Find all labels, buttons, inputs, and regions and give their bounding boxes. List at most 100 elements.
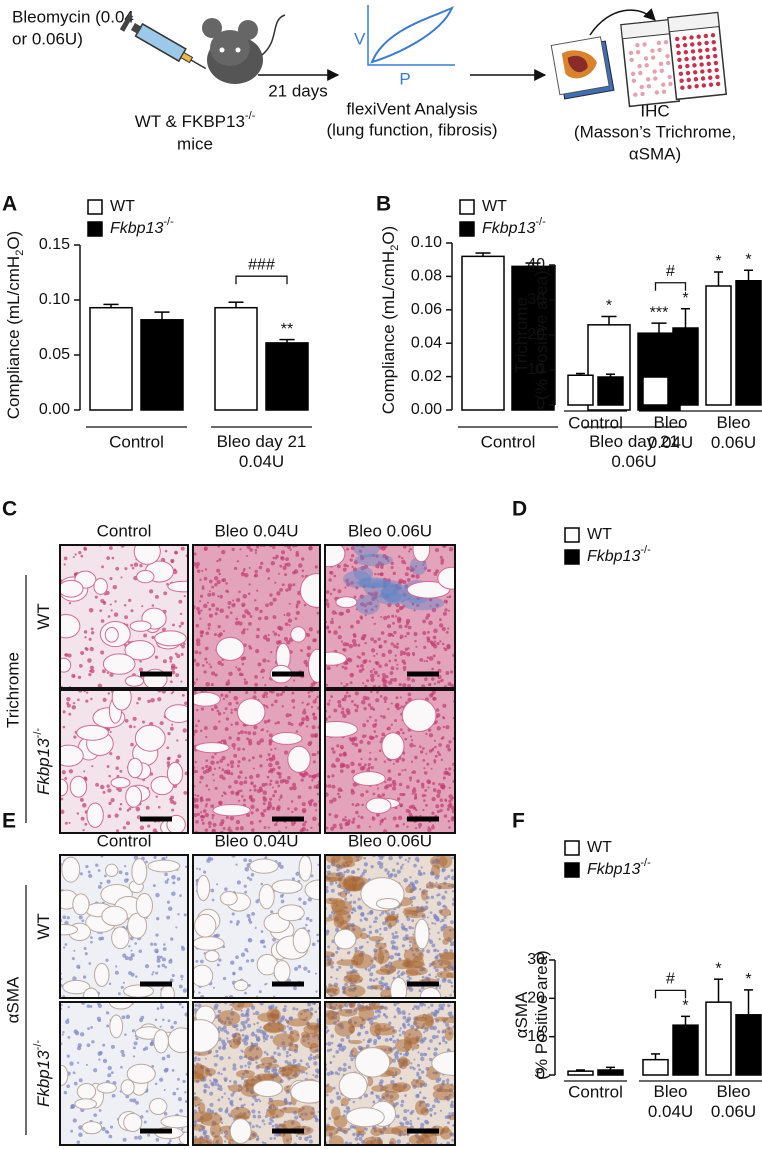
nucleus [250,811,254,815]
nucleus [329,620,335,625]
nucleus [249,775,254,780]
nucleus [420,1056,425,1062]
asma-stain [445,972,455,979]
nucleus [407,856,411,860]
nucleus [365,1044,370,1049]
nucleus [395,702,400,708]
nucleus [366,768,370,772]
nucleus [154,948,159,954]
nucleus [448,826,451,829]
nucleus [399,793,403,796]
nucleus [345,662,349,665]
asma-stain [370,984,385,990]
nucleus [78,1132,83,1137]
nucleus [331,774,335,778]
nucleus [287,721,292,726]
micrograph [193,545,320,688]
nucleus [387,707,390,711]
y-tick-label: 10 [527,1028,545,1045]
nucleus [282,1007,287,1013]
nucleus [235,826,240,831]
nucleus [256,589,259,592]
nucleus [199,780,202,784]
nucleus [351,870,355,875]
nucleus [178,599,183,604]
mice-sup: -/- [245,110,256,122]
nucleus [431,943,436,948]
nucleus [398,682,402,687]
nucleus [132,1055,136,1058]
legend-name: Fkbp13 [587,548,640,565]
nucleus [294,1115,299,1120]
nucleus [423,767,426,770]
nucleus [406,631,410,636]
nucleus [242,593,248,599]
nucleus [397,619,402,624]
nucleus [419,750,424,754]
nucleus [392,1046,396,1050]
nucleus [374,719,378,722]
nucleus [411,788,417,794]
nucleus [284,1018,288,1022]
nucleus [196,794,200,798]
asma-stain [398,1056,409,1070]
nucleus [219,594,223,599]
nucleus [432,1012,436,1017]
micrograph-border [192,689,321,834]
stain-label: Trichrome [3,652,22,728]
nucleus [416,779,420,783]
alveolus [271,879,303,894]
nucleus [246,1007,250,1011]
nucleus [239,826,244,831]
alveolus [212,804,251,817]
nucleus [380,976,385,981]
nucleus [178,984,183,989]
bar [705,1001,732,1076]
nucleus [390,565,394,570]
nucleus [408,976,412,980]
nucleus [432,654,436,658]
nucleus [199,578,202,582]
nucleus [80,554,84,558]
panel-letter: A [2,193,17,216]
nucleus [281,550,286,555]
y-label-text: O) [379,226,398,245]
nucleus [407,860,410,863]
nucleus [435,804,440,809]
nucleus [281,690,286,694]
nucleus [431,1034,437,1040]
nucleus [170,560,174,563]
nucleus [273,632,278,636]
nucleus [195,662,200,667]
nucleus [329,799,334,804]
nucleus [289,548,292,551]
curved-arrow [589,8,656,36]
nucleus [284,573,288,577]
nucleus [270,651,273,654]
bracket-label: # [666,263,675,280]
nucleus [249,820,254,825]
text-line: Bleo [716,1082,750,1101]
nucleus [205,764,209,769]
nucleus [411,883,415,887]
nucleus [426,779,431,784]
nucleus [217,1083,220,1086]
nucleus [230,1103,234,1107]
nucleus [344,822,349,827]
nucleus [440,1006,445,1011]
nucleus [445,671,450,675]
nucleus [62,915,67,920]
nucleus [216,883,219,886]
nucleus [383,926,388,932]
nucleus [270,560,276,566]
nucleus [344,816,347,819]
nucleus [389,873,394,877]
nucleus [353,595,357,599]
alveolus [194,913,217,938]
nucleus [335,977,338,980]
nucleus [205,784,209,788]
bar [672,327,699,406]
nucleus [271,786,275,789]
nucleus [200,707,205,711]
text-line: αSMA [512,991,531,1038]
